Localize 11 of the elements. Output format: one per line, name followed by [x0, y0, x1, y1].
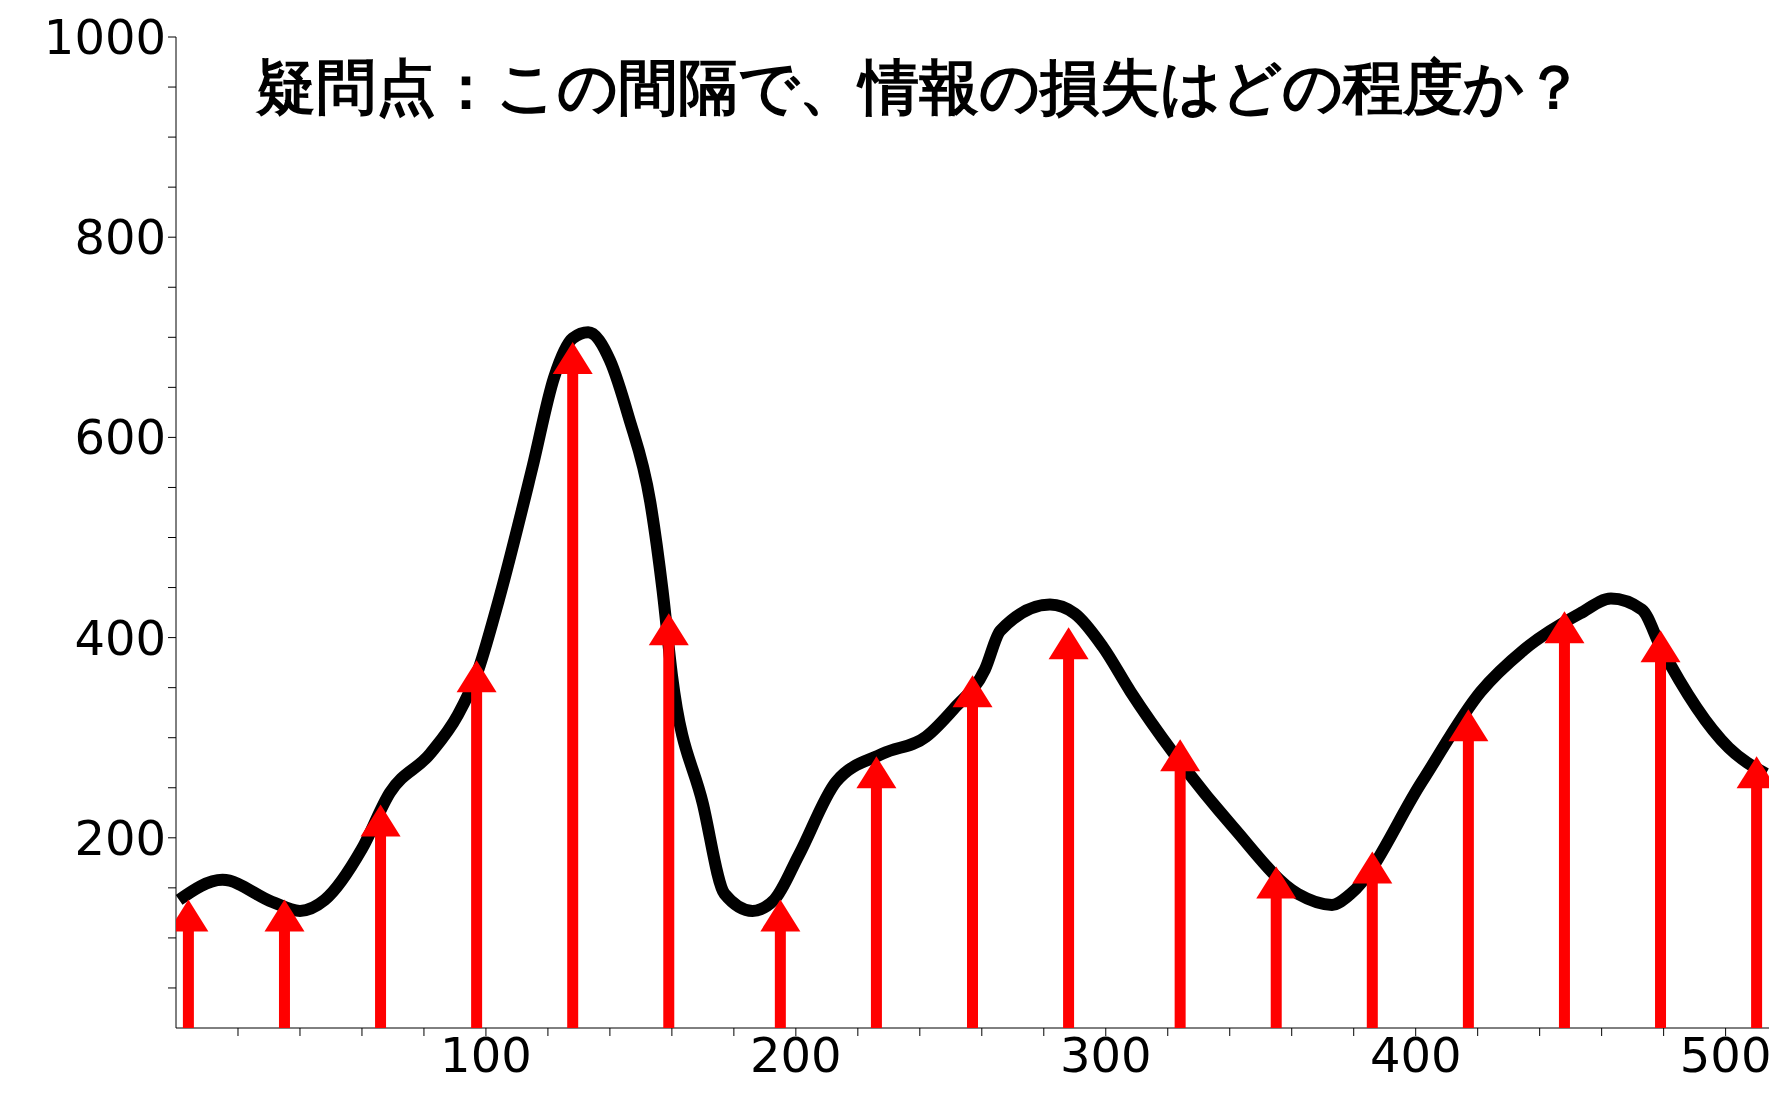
chart-subtitle: 疑問点：この間隔で、情報の損失はどの程度か？ [256, 51, 1584, 124]
x-tick-label: 300 [1059, 1027, 1152, 1084]
y-tick-label: 800 [74, 209, 166, 266]
y-tick-label: 400 [74, 609, 166, 666]
y-tick-label: 200 [74, 809, 166, 866]
y-tick-label: 1000 [43, 9, 166, 66]
y-tick-label: 600 [74, 409, 166, 466]
x-tick-label: 100 [440, 1027, 532, 1084]
x-tick-label: 500 [1679, 1027, 1769, 1084]
x-tick-label: 200 [750, 1027, 842, 1084]
x-tick-label: 400 [1369, 1027, 1462, 1084]
